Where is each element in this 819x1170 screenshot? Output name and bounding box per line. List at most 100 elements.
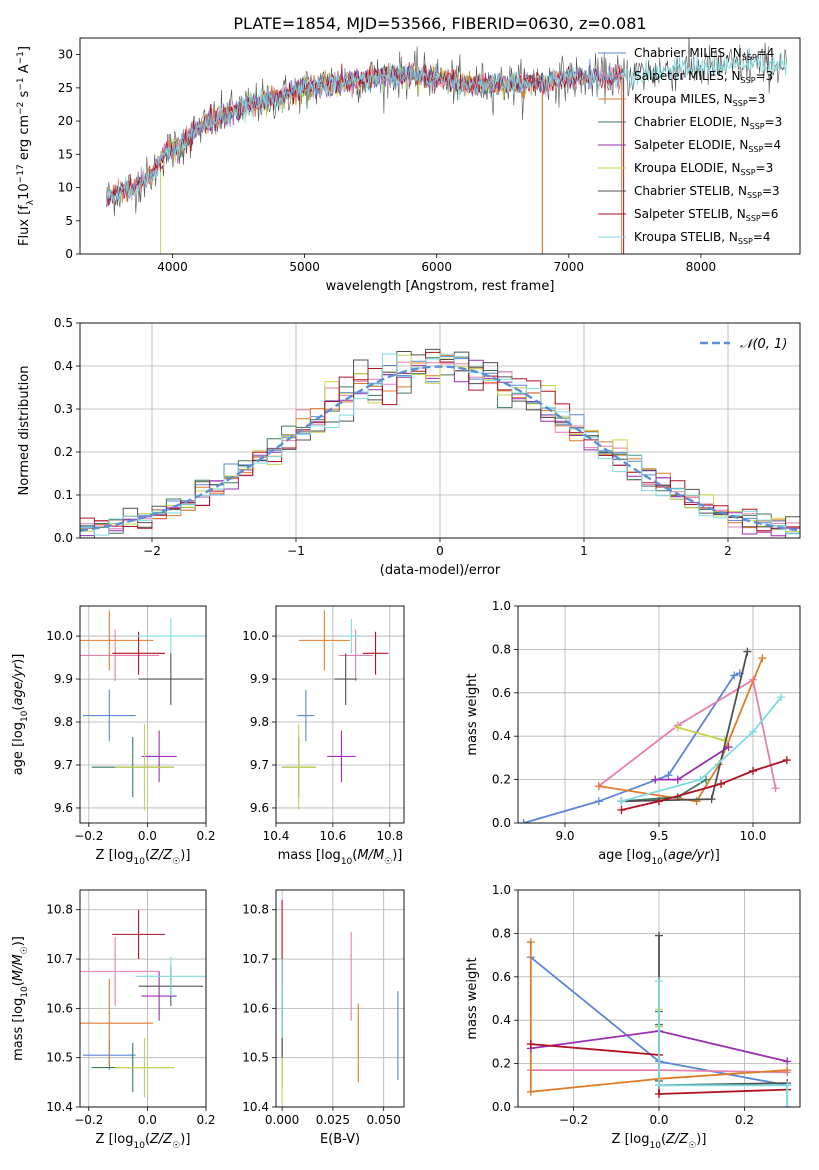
panel-age-vs-mass: 10.4 10.6 10.8 9.6 9.7 9.8 9.9 10.0 mass [log10(… bbox=[242, 605, 405, 867]
weight-marker-salpeter-stelib bbox=[782, 756, 791, 765]
y-tick-label: 0.4 bbox=[54, 359, 73, 373]
y-tick-label: 9.7 bbox=[250, 758, 269, 772]
y-tick-label: 0.2 bbox=[492, 773, 511, 787]
x-tick-label: 8000 bbox=[686, 260, 717, 274]
y-tick-label: 9.6 bbox=[250, 801, 269, 815]
y-tick-label: 0.4 bbox=[492, 729, 511, 743]
panel-residuals: −2 −1 0 1 2 0.0 0.1 0.2 0.3 0.4 0.5 (data-model)/er… bbox=[17, 316, 801, 578]
weight-marker-salpeter-elodie bbox=[673, 775, 682, 784]
y-tick-label: 5 bbox=[65, 214, 73, 228]
x-tick-label: 0.0 bbox=[649, 1113, 668, 1127]
x-tick-label: 2 bbox=[724, 544, 732, 558]
y-tick-label: 10.4 bbox=[46, 1100, 73, 1114]
histogram-kroupa-stelib bbox=[80, 353, 800, 538]
axis-frame: 0.000 0.025 0.050 10.4 10.5 10.6 10.7 10.8 E(B-V… bbox=[242, 889, 405, 1147]
weight-marker-kroupa-stelib bbox=[655, 977, 663, 986]
y-tick-label: 10 bbox=[58, 181, 73, 195]
y-tick-label: 9.7 bbox=[54, 758, 73, 772]
panel-mass-vs-EBV: 0.000 0.025 0.050 10.4 10.5 10.6 10.7 10.8 E(B-V… bbox=[242, 889, 405, 1147]
plot-content bbox=[80, 909, 206, 1098]
x-axis-label: wavelength [Angstrom, rest frame] bbox=[326, 279, 555, 294]
x-tick-label: 0.0 bbox=[138, 1113, 157, 1127]
axes-frame bbox=[79, 37, 801, 255]
axis-frame: −0.2 0.0 0.2 9.6 9.7 9.8 9.9 10.0 Z [log10(Z/Z☉)… bbox=[11, 605, 216, 867]
y-tick-label: 10.6 bbox=[242, 1001, 269, 1015]
plot-content bbox=[281, 610, 389, 811]
weight-marker-kroupa-miles bbox=[526, 1087, 535, 1096]
weight-line-kroupa-elodie bbox=[677, 726, 726, 742]
x-tick-label: 1 bbox=[580, 544, 588, 558]
y-tick-label: 0 bbox=[65, 247, 73, 261]
legend-label-kroupa-elodie: Kroupa ELODIE, NSSP=3 bbox=[634, 161, 773, 177]
x-axis-label: age [log10(age/yr)] bbox=[598, 848, 720, 867]
weight-marker-salpeter-stelib bbox=[655, 797, 663, 806]
plot-content bbox=[80, 348, 800, 538]
weight-marker-kroupa-stelib bbox=[777, 693, 786, 702]
weight-marker-salpeter-stelib bbox=[526, 1040, 535, 1049]
y-axis-label: age [log10(age/yr)] bbox=[11, 654, 30, 776]
x-tick-label: −1 bbox=[287, 544, 305, 558]
legend-label-chabrier-miles: Chabrier MILES, NSSP=4 bbox=[634, 46, 774, 62]
normal-curve bbox=[80, 365, 800, 532]
y-tick-label: 9.6 bbox=[54, 801, 73, 815]
y-tick-label: 0.6 bbox=[492, 970, 511, 984]
x-tick-label: −2 bbox=[143, 544, 161, 558]
x-axis-label: E(B-V) bbox=[320, 1132, 360, 1147]
y-tick-label: 0.0 bbox=[492, 1100, 511, 1114]
x-tick-label: 0 bbox=[436, 544, 444, 558]
y-tick-label: 30 bbox=[58, 48, 73, 62]
x-tick-label: 0.2 bbox=[196, 1113, 215, 1127]
y-tick-label: 0.2 bbox=[54, 445, 73, 459]
y-tick-label: 0.8 bbox=[492, 926, 511, 940]
x-tick-label: 0.2 bbox=[735, 1113, 754, 1127]
weight-marker-chabrier-stelib bbox=[707, 795, 716, 804]
weight-marker-kroupa-elodie bbox=[673, 723, 682, 732]
panel-age-vs-Z: −0.2 0.0 0.2 9.6 9.7 9.8 9.9 10.0 Z [log10(Z/Z☉)… bbox=[11, 605, 216, 867]
weight-marker-salpeter-miles bbox=[771, 784, 780, 793]
y-tick-label: 10.7 bbox=[46, 952, 73, 966]
x-axis-label: (data-model)/error bbox=[380, 563, 501, 578]
y-tick-label: 10.7 bbox=[242, 952, 269, 966]
y-tick-label: 9.9 bbox=[250, 672, 269, 686]
legend-label-salpeter-stelib: Salpeter STELIB, NSSP=6 bbox=[634, 207, 778, 223]
weight-marker-kroupa-stelib bbox=[617, 797, 626, 806]
y-tick-label: 10.5 bbox=[242, 1051, 269, 1065]
y-tick-label: 10.8 bbox=[242, 903, 269, 917]
legend-label-salpeter-miles: Salpeter MILES, NSSP=3 bbox=[634, 69, 773, 85]
weight-marker-salpeter-stelib bbox=[617, 805, 626, 814]
weight-marker-chabrier-stelib bbox=[743, 647, 752, 656]
y-axis-label: mass weight bbox=[465, 673, 480, 755]
axis-frame: 4000 5000 6000 7000 8000 0 5 10 15 20 25 30 waveleng… bbox=[16, 37, 801, 294]
y-tick-label: 0.0 bbox=[492, 816, 511, 830]
panel-spectrum: 4000 5000 6000 7000 8000 0 5 10 15 20 25 30 waveleng… bbox=[16, 37, 801, 294]
x-tick-label: 9.5 bbox=[649, 829, 668, 843]
legend-label-chabrier-elodie: Chabrier ELODIE, NSSP=3 bbox=[634, 115, 782, 131]
weight-marker-chabrier-miles bbox=[730, 671, 739, 680]
weight-marker-kroupa-stelib bbox=[655, 1081, 663, 1090]
weight-marker-chabrier-miles bbox=[664, 771, 673, 780]
y-tick-label: 0.8 bbox=[492, 642, 511, 656]
legend-label-normal: 𝒩(0, 1) bbox=[740, 337, 787, 352]
legend-label-kroupa-stelib: Kroupa STELIB, NSSP=4 bbox=[634, 230, 771, 246]
weight-marker-salpeter-stelib bbox=[655, 1089, 663, 1098]
y-tick-label: 0.0 bbox=[54, 531, 73, 545]
panel-mass-vs-Z: −0.2 0.0 0.2 10.4 10.5 10.6 10.7 10.8 Z [log10(Z… bbox=[11, 889, 216, 1151]
x-tick-label: 0.2 bbox=[196, 829, 215, 843]
weight-line-kroupa-miles bbox=[529, 942, 788, 1093]
weight-marker-salpeter-elodie bbox=[783, 1057, 792, 1066]
x-tick-label: 0.050 bbox=[367, 1113, 401, 1127]
y-tick-label: 9.9 bbox=[54, 672, 73, 686]
y-tick-label: 10.5 bbox=[46, 1051, 73, 1065]
plot-area bbox=[80, 606, 206, 823]
y-tick-label: 9.8 bbox=[54, 715, 73, 729]
weight-marker-kroupa-miles bbox=[758, 654, 767, 663]
figure-title: PLATE=1854, MJD=53566, FIBERID=0630, z=0… bbox=[233, 14, 646, 33]
weight-marker-kroupa-stelib bbox=[749, 727, 757, 736]
weight-marker-salpeter-stelib bbox=[749, 766, 757, 775]
legend-label-salpeter-elodie: Salpeter ELODIE, NSSP=4 bbox=[634, 138, 781, 154]
weight-marker-chabrier-miles bbox=[594, 797, 603, 806]
axis-frame: 9.0 9.5 10.0 0.0 0.2 0.4 0.6 0.8 1.0 age [log10(a… bbox=[465, 599, 801, 867]
y-tick-label: 0.6 bbox=[492, 686, 511, 700]
x-tick-label: 5000 bbox=[289, 260, 320, 274]
